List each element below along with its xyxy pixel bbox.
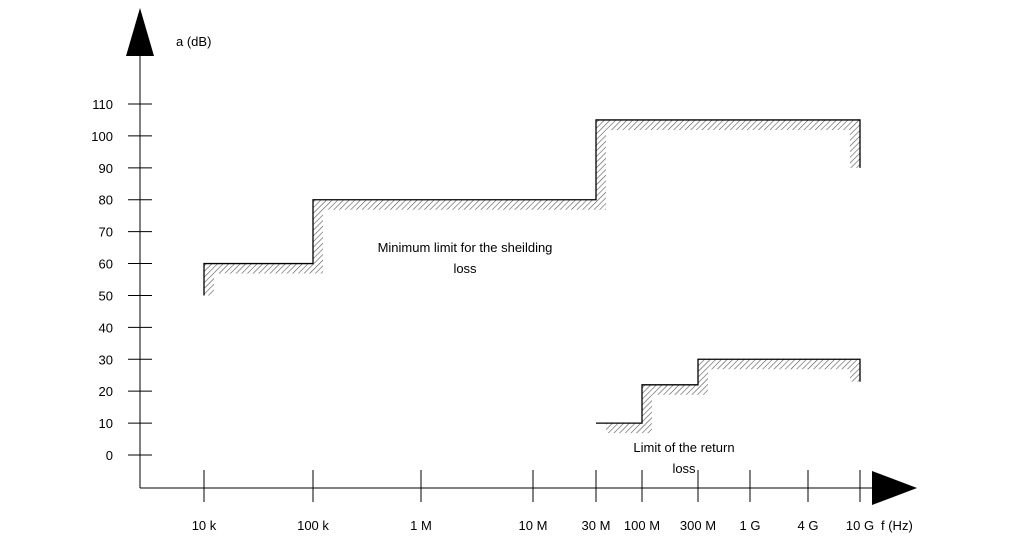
x-tick-label: 10 G — [846, 518, 874, 533]
y-tick-label: 50 — [99, 288, 113, 303]
y-tick-label: 110 — [92, 97, 113, 112]
x-tick-label: 100 k — [297, 518, 329, 533]
x-tick-label: 10 M — [519, 518, 548, 533]
x-tick-label: 300 M — [680, 518, 716, 533]
annotation-return-line2: loss — [672, 461, 696, 476]
series-0-limit-line — [203, 119, 861, 296]
series-0-hatch-band — [204, 119, 860, 296]
y-tick-label: 60 — [99, 257, 113, 272]
series-1-limit-line — [596, 358, 861, 424]
x-tick-label: 10 k — [192, 518, 217, 533]
y-tick-label: 20 — [99, 384, 113, 399]
y-tick-label: 100 — [91, 129, 113, 144]
x-tick-label: 100 M — [624, 518, 660, 533]
y-tick-label: 90 — [99, 161, 113, 176]
y-tick-label: 70 — [99, 225, 113, 240]
x-ticks: 10 k 100 k 1 M 10 M 30 M 100 M 300 M 1 G 4 G 10 G — [192, 470, 874, 533]
series-layer — [203, 119, 861, 434]
y-tick-label: 80 — [99, 193, 113, 208]
y-ticks: 0 10 20 30 40 50 60 70 80 90 100 110 — [91, 97, 152, 463]
annotation-return-line1: Limit of the return — [633, 440, 734, 455]
y-tick-label: 30 — [99, 352, 113, 367]
x-tick-label: 1 G — [740, 518, 761, 533]
y-axis-label: a (dB) — [176, 34, 211, 49]
y-axis-arrow — [126, 8, 154, 56]
annotation-shielding-line2: loss — [453, 261, 477, 276]
series-1-hatch-band — [596, 359, 860, 434]
x-axis-label: f (Hz) — [881, 518, 913, 533]
y-tick-label: 0 — [106, 448, 113, 463]
y-tick-label: 10 — [99, 416, 113, 431]
x-tick-label: 30 M — [582, 518, 611, 533]
x-tick-label: 1 M — [410, 518, 432, 533]
x-axis-arrow — [872, 471, 917, 505]
x-tick-label: 4 G — [798, 518, 819, 533]
annotation-shielding-line1: Minimum limit for the sheilding — [378, 240, 553, 255]
y-tick-label: 40 — [99, 320, 113, 335]
